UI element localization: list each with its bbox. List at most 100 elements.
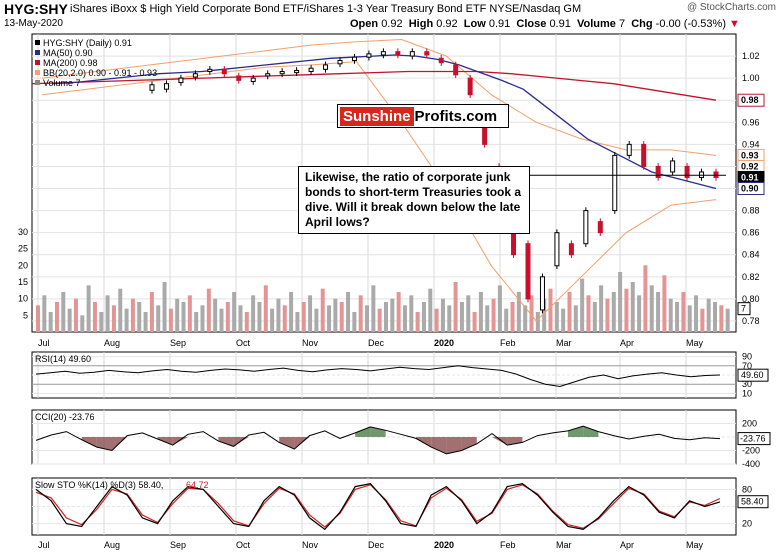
volume-bar — [415, 312, 420, 332]
volume-bar — [346, 292, 351, 332]
volume-bar — [358, 295, 363, 332]
candle-body — [583, 210, 589, 245]
candle-body — [612, 154, 618, 212]
x-tick-label-bottom: Feb — [500, 540, 516, 550]
candle-body — [424, 51, 430, 56]
cci-value-label: -23.76 — [740, 434, 766, 444]
volume-bar — [478, 292, 483, 332]
volume-bar — [586, 295, 591, 332]
x-tick-label-bottom: Oct — [236, 540, 251, 550]
volume-tag-label: 7 — [741, 304, 746, 314]
volume-bar — [333, 298, 338, 332]
volume-bar — [168, 308, 173, 332]
price-tag-label: 0.98 — [741, 95, 759, 105]
open-value: 0.92 — [381, 18, 403, 30]
volume-bar — [225, 302, 230, 332]
volume-bar — [276, 298, 281, 332]
chart-header: HYG:SHY iShares iBoxx $ High Yield Corpo… — [0, 0, 780, 34]
sto-value-label: 58.40 — [741, 497, 764, 507]
x-tick-label-bottom: Aug — [104, 540, 120, 550]
candle-body — [554, 232, 560, 267]
volume-bar — [36, 305, 40, 332]
x-tick-label-top: Sep — [170, 338, 186, 348]
volume-value: 7 — [618, 18, 626, 30]
cci-fill-negative — [233, 437, 249, 447]
legend-swatch — [35, 80, 40, 85]
volume-bar — [232, 292, 237, 332]
candle-body — [568, 243, 574, 256]
volume-bar — [295, 312, 300, 332]
volume-bar — [92, 302, 97, 332]
volume-bar — [54, 302, 59, 332]
symbol-title: HYG:SHY — [4, 1, 68, 17]
cci-fill-negative — [218, 437, 234, 447]
candle-body — [626, 143, 632, 156]
volume-bar — [270, 308, 275, 332]
x-tick-label-bottom: Mar — [556, 540, 572, 550]
legend-swatch — [35, 60, 40, 65]
y-tick-label-main: 0.82 — [742, 272, 760, 282]
volume-bar — [263, 285, 268, 332]
sunshine-profits-logo: Sunshine Profits.com — [337, 104, 509, 128]
candle-body — [323, 64, 329, 70]
logo-part-sunshine: Sunshine — [340, 106, 414, 126]
volume-bar — [130, 298, 135, 332]
price-tag-label: 0.93 — [741, 150, 759, 160]
volume-bar — [504, 308, 509, 332]
price-tag-label: 0.91 — [741, 172, 759, 182]
cci-fill-positive — [355, 426, 371, 437]
cci-fill-negative — [431, 437, 447, 454]
volume-bar — [371, 285, 376, 332]
volume-bar — [257, 302, 262, 332]
y-tick-label-cci: 200 — [742, 419, 757, 429]
volume-bar — [713, 302, 718, 332]
volume-bar — [447, 305, 452, 332]
x-tick-label-bottom: Sep — [170, 540, 186, 550]
y-tick-label-volume: 5 — [23, 310, 28, 320]
volume-bar — [282, 305, 287, 332]
volume-bar — [554, 302, 559, 332]
volume-bar — [42, 295, 47, 332]
chg-value: -0.00 (-0.53%) — [655, 18, 726, 30]
candle-body — [207, 68, 213, 73]
y-tick-label-cci: -200 — [742, 446, 760, 456]
candle-body — [351, 56, 357, 61]
volume-bar — [73, 298, 78, 332]
volume-bar — [510, 302, 515, 332]
cci-fill-negative — [96, 437, 112, 451]
candle-body — [713, 171, 719, 178]
volume-bar — [251, 295, 256, 332]
volume-bar — [327, 305, 332, 332]
volume-bar — [497, 285, 502, 332]
low-label: Low — [463, 18, 486, 30]
candle-body — [684, 165, 690, 178]
volume-bar — [485, 305, 490, 332]
candle-body — [467, 77, 473, 96]
y-tick-label-main: 0.96 — [742, 117, 760, 127]
y-tick-label-volume: 25 — [18, 244, 28, 254]
candle-body — [279, 71, 285, 75]
volume-bar — [421, 302, 426, 332]
cci-fill-negative — [279, 437, 295, 450]
volume-bar — [118, 288, 123, 332]
annotation-textbox: Likewise, the ratio of corporate junk bo… — [298, 166, 530, 234]
y-tick-label-cci: -400 — [742, 459, 760, 469]
volume-bar — [548, 288, 553, 332]
volume-bar — [61, 292, 66, 332]
legend-label-main: HYG:SHY (Daily) 0.91 — [43, 38, 132, 48]
volume-bar — [365, 305, 370, 332]
candle-body — [294, 69, 300, 74]
candle-body — [192, 73, 198, 78]
bb-upper-line — [41, 38, 717, 156]
x-tick-label-bottom: Nov — [302, 540, 319, 550]
cci-fill-negative — [172, 437, 188, 446]
volume-bar — [301, 302, 306, 332]
sto-k-line — [35, 483, 721, 531]
candle-body — [380, 51, 386, 56]
x-tick-label-top: Nov — [302, 338, 319, 348]
y-tick-label-rsi: 10 — [742, 388, 752, 398]
volume-bar — [561, 308, 566, 332]
candle-body — [221, 68, 227, 75]
y-tick-label-rsi: 90 — [742, 352, 752, 362]
